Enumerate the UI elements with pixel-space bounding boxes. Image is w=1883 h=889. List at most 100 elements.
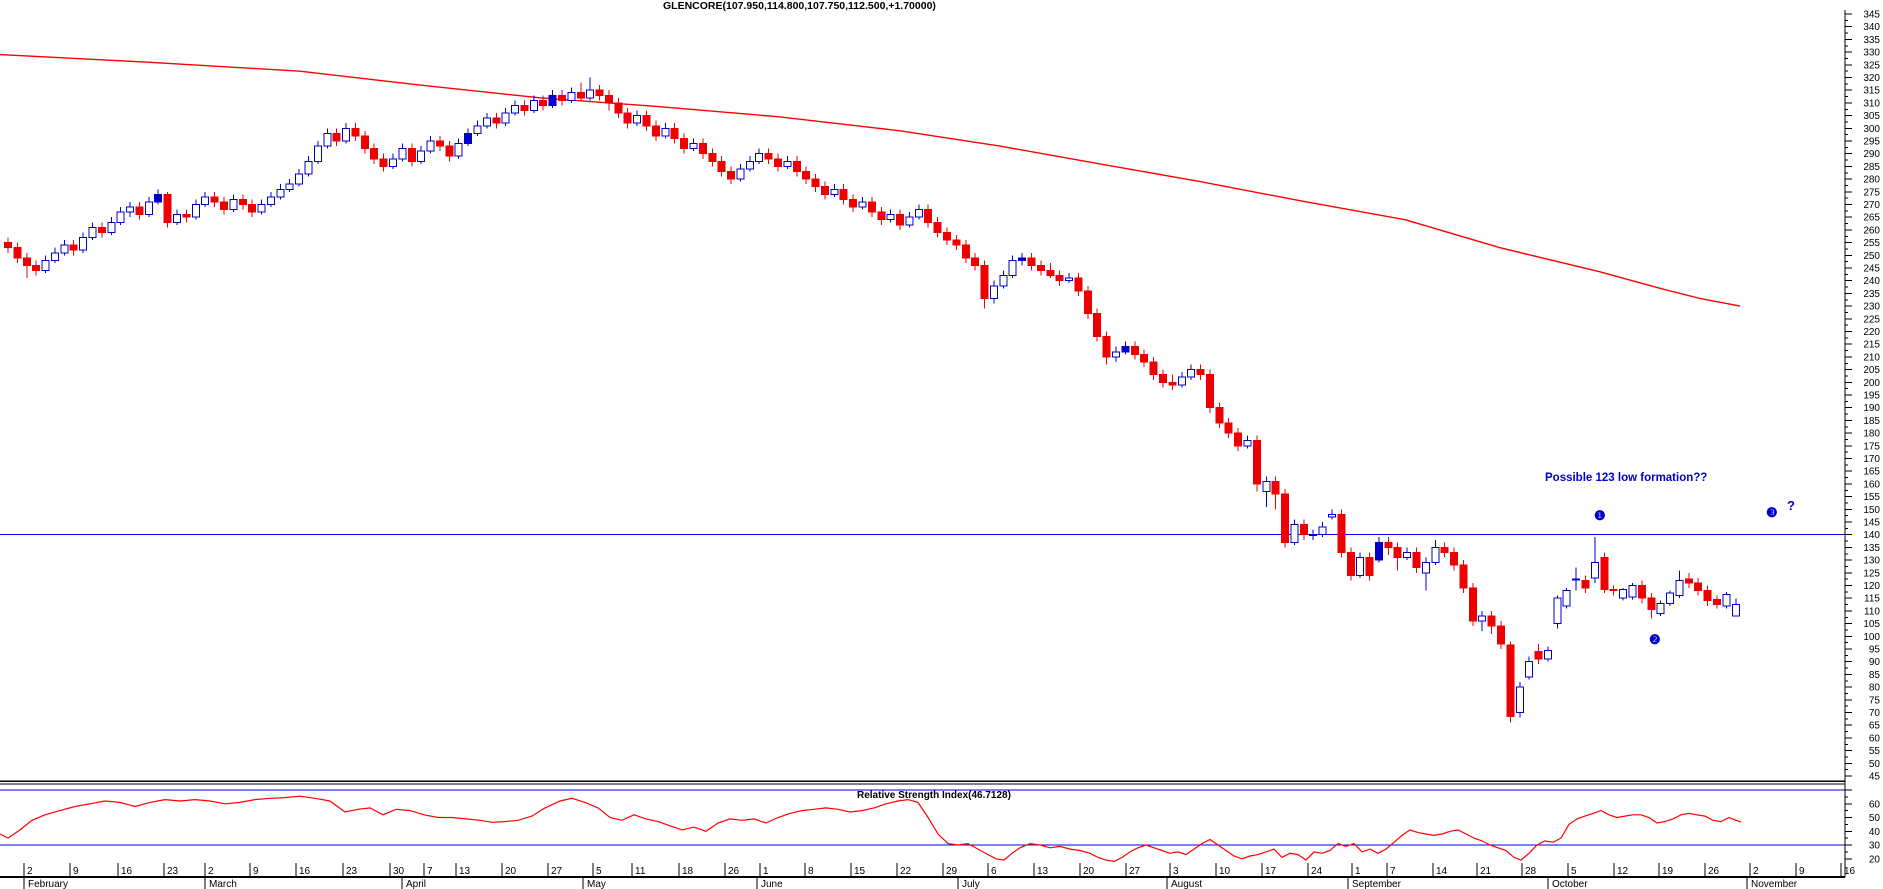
svg-text:50: 50 xyxy=(1869,759,1881,770)
annotation-question-mark-label: ? xyxy=(1787,498,1795,513)
svg-text:105: 105 xyxy=(1863,619,1880,630)
svg-text:30: 30 xyxy=(1869,841,1881,852)
svg-text:90: 90 xyxy=(1869,657,1881,668)
svg-text:2: 2 xyxy=(208,866,214,877)
svg-text:145: 145 xyxy=(1863,518,1880,529)
svg-text:280: 280 xyxy=(1863,175,1880,186)
svg-text:27: 27 xyxy=(1129,866,1141,877)
svg-text:220: 220 xyxy=(1863,327,1880,338)
svg-text:24: 24 xyxy=(1311,866,1323,877)
svg-text:270: 270 xyxy=(1863,200,1880,211)
svg-text:13: 13 xyxy=(459,866,471,877)
svg-text:305: 305 xyxy=(1863,111,1880,122)
svg-text:9: 9 xyxy=(1799,866,1805,877)
svg-text:310: 310 xyxy=(1863,98,1880,109)
svg-text:340: 340 xyxy=(1863,22,1880,33)
svg-text:12: 12 xyxy=(1617,866,1629,877)
svg-text:16: 16 xyxy=(121,866,133,877)
svg-text:45: 45 xyxy=(1869,772,1881,783)
svg-text:205: 205 xyxy=(1863,365,1880,376)
svg-text:August: August xyxy=(1171,879,1202,889)
svg-text:6: 6 xyxy=(991,866,997,877)
svg-text:120: 120 xyxy=(1863,581,1880,592)
svg-text:245: 245 xyxy=(1863,264,1880,275)
svg-text:150: 150 xyxy=(1863,505,1880,516)
svg-text:330: 330 xyxy=(1863,48,1880,59)
svg-text:14: 14 xyxy=(1436,866,1448,877)
svg-text:135: 135 xyxy=(1863,543,1880,554)
svg-text:190: 190 xyxy=(1863,403,1880,414)
svg-text:May: May xyxy=(587,879,606,889)
svg-text:275: 275 xyxy=(1863,187,1880,198)
svg-text:April: April xyxy=(406,879,426,889)
svg-text:225: 225 xyxy=(1863,314,1880,325)
svg-text:315: 315 xyxy=(1863,86,1880,97)
svg-text:180: 180 xyxy=(1863,429,1880,440)
svg-text:320: 320 xyxy=(1863,73,1880,84)
svg-text:140: 140 xyxy=(1863,530,1880,541)
svg-text:5: 5 xyxy=(596,866,602,877)
moving-average-line xyxy=(0,53,1741,307)
svg-text:175: 175 xyxy=(1863,441,1880,452)
svg-text:60: 60 xyxy=(1869,799,1881,810)
month-labels: February March April May June July August Septe… xyxy=(23,877,1798,889)
svg-text:16: 16 xyxy=(1844,866,1856,877)
svg-text:9: 9 xyxy=(73,866,79,877)
svg-text:22: 22 xyxy=(900,866,912,877)
svg-text:23: 23 xyxy=(346,866,358,877)
date-axis-ticks: 2 9 16 23 2 9 16 23 30 7 13 20 27 5 11 18 26 1 8 15 22 29 6 13 2… xyxy=(23,863,1856,877)
svg-text:July: July xyxy=(962,879,980,889)
svg-text:110: 110 xyxy=(1864,606,1880,617)
svg-text:165: 165 xyxy=(1863,467,1880,478)
svg-text:100: 100 xyxy=(1863,632,1880,643)
svg-text:March: March xyxy=(209,879,237,889)
svg-text:18: 18 xyxy=(682,866,694,877)
svg-text:235: 235 xyxy=(1863,289,1880,300)
svg-text:17: 17 xyxy=(1265,866,1277,877)
svg-text:20: 20 xyxy=(1083,866,1095,877)
svg-text:210: 210 xyxy=(1863,352,1880,363)
svg-text:8: 8 xyxy=(808,866,814,877)
svg-text:9: 9 xyxy=(253,866,259,877)
svg-text:325: 325 xyxy=(1863,60,1880,71)
svg-text:10: 10 xyxy=(1219,866,1231,877)
svg-text:300: 300 xyxy=(1863,124,1880,135)
svg-text:1: 1 xyxy=(1355,866,1361,877)
rsi-line xyxy=(0,795,1742,863)
svg-text:335: 335 xyxy=(1863,35,1880,46)
price-axis-ticks xyxy=(1845,13,1852,777)
svg-text:26: 26 xyxy=(1708,866,1720,877)
annotation-point-1-marker: ❶ xyxy=(1594,508,1606,523)
svg-text:185: 185 xyxy=(1863,416,1880,427)
rsi-axis-labels: 60 50 40 30 20 xyxy=(1845,789,1881,865)
svg-text:2: 2 xyxy=(1753,866,1759,877)
chart-title: GLENCORE(107.950,114.800,107.750,112.500… xyxy=(663,0,936,12)
svg-text:65: 65 xyxy=(1869,721,1881,732)
svg-text:October: October xyxy=(1552,879,1588,889)
svg-text:15: 15 xyxy=(854,866,866,877)
rsi-indicator-label: Relative Strength Index(46.7128) xyxy=(857,790,1011,801)
annotation-formation-label: Possible 123 low formation?? xyxy=(1545,472,1708,484)
svg-text:260: 260 xyxy=(1863,225,1880,236)
svg-text:55: 55 xyxy=(1869,746,1881,757)
svg-text:June: June xyxy=(761,879,783,889)
svg-text:60: 60 xyxy=(1869,733,1881,744)
svg-text:2: 2 xyxy=(27,866,33,877)
svg-text:75: 75 xyxy=(1869,695,1881,706)
annotation-point-3-marker: ❸ xyxy=(1766,505,1778,520)
price-axis-labels: 3453403353303253203153103053002952902852… xyxy=(1863,10,1880,783)
svg-text:11: 11 xyxy=(635,866,646,877)
svg-text:115: 115 xyxy=(1864,594,1880,605)
svg-text:26: 26 xyxy=(728,866,740,877)
svg-text:230: 230 xyxy=(1863,302,1880,313)
annotation-point-2-marker: ❷ xyxy=(1649,632,1661,647)
svg-text:29: 29 xyxy=(946,866,958,877)
svg-text:255: 255 xyxy=(1863,238,1880,249)
svg-text:23: 23 xyxy=(167,866,179,877)
svg-text:1: 1 xyxy=(763,866,769,877)
svg-text:20: 20 xyxy=(1869,854,1881,865)
svg-text:290: 290 xyxy=(1863,149,1880,160)
svg-text:85: 85 xyxy=(1869,670,1881,681)
svg-text:13: 13 xyxy=(1037,866,1049,877)
